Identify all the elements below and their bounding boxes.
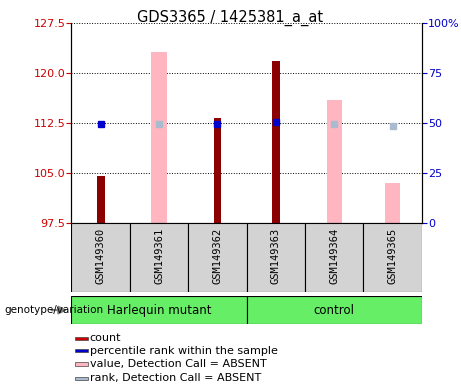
Bar bbox=[385, 183, 400, 223]
Bar bbox=[71, 296, 247, 324]
Bar bbox=[272, 61, 280, 223]
Bar bbox=[247, 223, 305, 292]
Text: GSM149360: GSM149360 bbox=[95, 228, 106, 285]
Text: rank, Detection Call = ABSENT: rank, Detection Call = ABSENT bbox=[90, 373, 261, 384]
Bar bbox=[75, 337, 88, 340]
Bar bbox=[247, 296, 422, 324]
Text: Harlequin mutant: Harlequin mutant bbox=[107, 304, 211, 316]
Text: genotype/variation: genotype/variation bbox=[5, 305, 104, 315]
Bar bbox=[75, 349, 88, 352]
Bar bbox=[151, 52, 167, 223]
Bar bbox=[130, 223, 188, 292]
Bar bbox=[188, 223, 247, 292]
Text: GSM149363: GSM149363 bbox=[271, 228, 281, 285]
Bar bbox=[75, 377, 88, 380]
Text: GSM149364: GSM149364 bbox=[329, 228, 339, 285]
Text: count: count bbox=[90, 333, 121, 343]
Text: GSM149365: GSM149365 bbox=[388, 228, 398, 285]
Bar bbox=[305, 223, 363, 292]
Text: value, Detection Call = ABSENT: value, Detection Call = ABSENT bbox=[90, 359, 266, 369]
Bar bbox=[213, 118, 221, 223]
Text: control: control bbox=[314, 304, 355, 316]
Bar bbox=[97, 176, 105, 223]
Bar bbox=[71, 223, 130, 292]
Text: GSM149361: GSM149361 bbox=[154, 228, 164, 285]
Bar bbox=[363, 223, 422, 292]
Text: percentile rank within the sample: percentile rank within the sample bbox=[90, 346, 278, 356]
Text: GDS3365 / 1425381_a_at: GDS3365 / 1425381_a_at bbox=[137, 10, 324, 26]
Bar bbox=[75, 362, 88, 366]
Bar bbox=[326, 99, 342, 223]
Text: GSM149362: GSM149362 bbox=[213, 228, 223, 285]
